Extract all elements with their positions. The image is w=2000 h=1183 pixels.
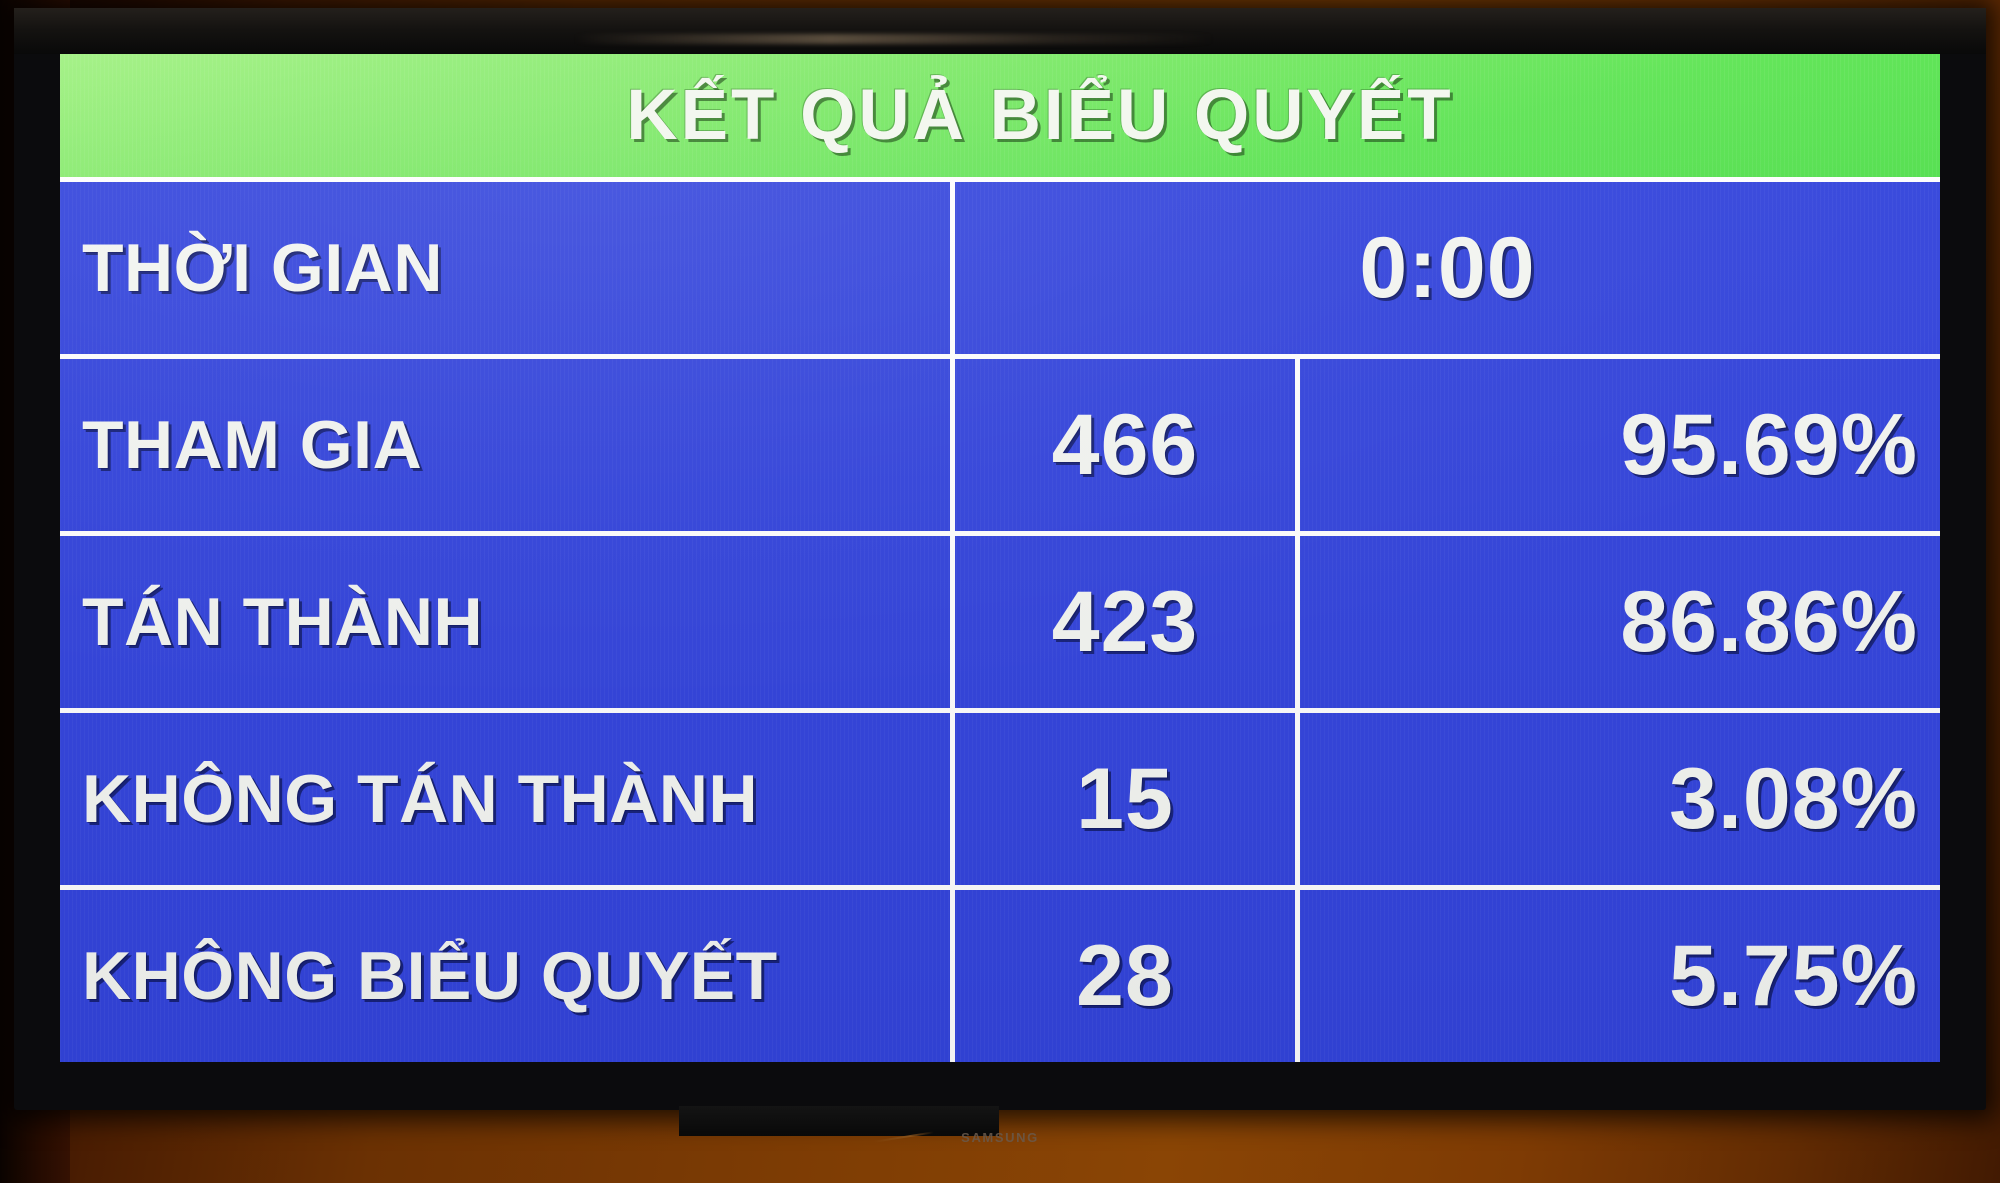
percent-khong-bieu-quyet: 5.75% <box>1669 927 1918 1024</box>
count-tan-thanh: 423 <box>1051 573 1199 670</box>
table-row-tan-thanh: TÁN THÀNH 423 86.86% <box>60 531 1940 708</box>
row-label-khong-tan-thanh: KHÔNG TÁN THÀNH <box>82 761 759 837</box>
row-count-cell: 466 <box>950 359 1295 531</box>
row-label-khong-bieu-quyet: KHÔNG BIỂU QUYẾT <box>82 938 778 1014</box>
table-row-time: THỜI GIAN 0:00 <box>60 177 1940 354</box>
countdown-value: 0:00 <box>1359 219 1536 316</box>
tv-bezel-glint <box>574 34 1214 44</box>
row-percent-cell: 3.08% <box>1295 713 1940 885</box>
results-table: THỜI GIAN 0:00 THAM GIA 466 95.69% <box>60 177 1940 1062</box>
row-percent-cell: 5.75% <box>1295 890 1940 1062</box>
table-row-khong-bieu-quyet: KHÔNG BIỂU QUYẾT 28 5.75% <box>60 885 1940 1062</box>
row-label-thoi-gian: THỜI GIAN <box>82 230 443 306</box>
row-percent-cell: 86.86% <box>1295 536 1940 708</box>
row-label-cell: KHÔNG BIỂU QUYẾT <box>60 890 950 1062</box>
percent-tan-thanh: 86.86% <box>1620 573 1918 670</box>
row-count-cell: 423 <box>950 536 1295 708</box>
row-label-cell: TÁN THÀNH <box>60 536 950 708</box>
count-tham-gia: 466 <box>1051 396 1199 493</box>
board-title: KẾT QUẢ BIỂU QUYẾT <box>626 76 1454 155</box>
row-percent-cell: 95.69% <box>1295 359 1940 531</box>
percent-khong-tan-thanh: 3.08% <box>1669 750 1918 847</box>
row-count-cell: 28 <box>950 890 1295 1062</box>
row-label-cell: THỜI GIAN <box>60 182 950 354</box>
row-count-cell: 15 <box>950 713 1295 885</box>
row-time-value-cell: 0:00 <box>950 182 1940 354</box>
samsung-brand-logo: SAMSUNG <box>961 1130 1039 1145</box>
row-label-cell: KHÔNG TÁN THÀNH <box>60 713 950 885</box>
row-label-tham-gia: THAM GIA <box>82 407 423 483</box>
count-khong-tan-thanh: 15 <box>1076 750 1174 847</box>
tv-stand-neck <box>679 1106 999 1136</box>
row-label-tan-thanh: TÁN THÀNH <box>82 584 484 660</box>
board-header: KẾT QUẢ BIỂU QUYẾT <box>60 54 1940 177</box>
count-khong-bieu-quyet: 28 <box>1076 927 1174 1024</box>
row-label-cell: THAM GIA <box>60 359 950 531</box>
television: KẾT QUẢ BIỂU QUYẾT THỜI GIAN 0:00 THAM G… <box>14 8 1986 1145</box>
table-row-tham-gia: THAM GIA 466 95.69% <box>60 354 1940 531</box>
display-panel: KẾT QUẢ BIỂU QUYẾT THỜI GIAN 0:00 THAM G… <box>60 54 1940 1062</box>
table-row-khong-tan-thanh: KHÔNG TÁN THÀNH 15 3.08% <box>60 708 1940 885</box>
tv-bezel-top-sheen <box>14 8 1986 54</box>
percent-tham-gia: 95.69% <box>1620 396 1918 493</box>
